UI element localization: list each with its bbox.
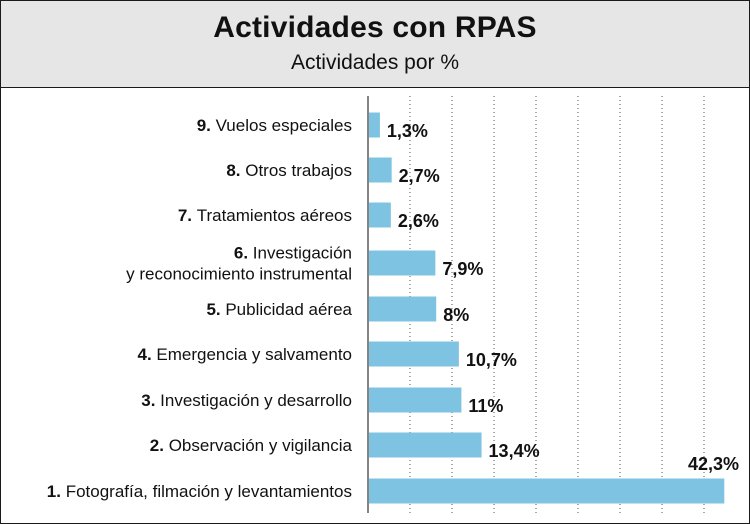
bar: [369, 112, 380, 138]
bar: [369, 296, 437, 322]
category-number: 4.: [138, 345, 157, 364]
category-label: 5. Publicidad aérea: [206, 300, 352, 319]
bar: [369, 387, 462, 413]
category-text: y reconocimiento instrumental: [126, 265, 352, 284]
value-label: 2,7%: [399, 166, 440, 186]
category-label: 1. Fotografía, filmación y levantamiento…: [47, 482, 352, 501]
bar: [369, 432, 482, 458]
category-text: Publicidad aérea: [225, 300, 352, 319]
value-label: 2,6%: [398, 211, 439, 231]
bar: [369, 341, 459, 367]
value-label: 10,7%: [466, 350, 517, 370]
category-label: 9. Vuelos especiales: [197, 116, 352, 135]
category-text: Observación y vigilancia: [169, 436, 353, 455]
category-label: 6. Investigación: [234, 244, 352, 263]
category-text: Tratamientos aéreos: [197, 206, 352, 225]
category-label: 3. Investigación y desarrollo: [141, 391, 352, 410]
category-text: Fotografía, filmación y levantamientos: [66, 482, 352, 501]
category-text: Investigación y desarrollo: [160, 391, 352, 410]
value-label: 8%: [443, 305, 469, 325]
category-number: 3.: [141, 391, 160, 410]
category-number: 6.: [234, 244, 253, 263]
category-label: 7. Tratamientos aéreos: [178, 206, 352, 225]
chart-title: Actividades con RPAS: [213, 11, 537, 44]
value-label: 1,3%: [387, 121, 428, 141]
bar: [369, 250, 436, 276]
category-text: Vuelos especiales: [216, 116, 352, 135]
category-text: Investigación: [253, 244, 352, 263]
category-number: 9.: [197, 116, 216, 135]
category-number: 2.: [150, 436, 169, 455]
category-number: 5.: [206, 300, 225, 319]
category-text: Emergencia y salvamento: [156, 345, 352, 364]
value-label: 42,3%: [688, 454, 739, 474]
category-number: 8.: [226, 161, 245, 180]
value-label: 7,9%: [442, 259, 483, 279]
category-number: 7.: [178, 206, 197, 225]
chart-subtitle: Actividades por %: [290, 51, 460, 74]
bar: [369, 478, 725, 504]
category-label: 2. Observación y vigilancia: [150, 436, 353, 455]
bar: [369, 157, 392, 183]
category-text: Otros trabajos: [245, 161, 352, 180]
category-number: 1.: [47, 482, 66, 501]
bar: [369, 202, 391, 228]
value-label: 13,4%: [489, 441, 540, 461]
category-label: 4. Emergencia y salvamento: [138, 345, 353, 364]
value-label: 11%: [468, 396, 503, 416]
chart-header: Actividades con RPAS Actividades por %: [1, 1, 749, 88]
category-label: y reconocimiento instrumental: [126, 265, 352, 284]
category-label: 8. Otros trabajos: [226, 161, 352, 180]
